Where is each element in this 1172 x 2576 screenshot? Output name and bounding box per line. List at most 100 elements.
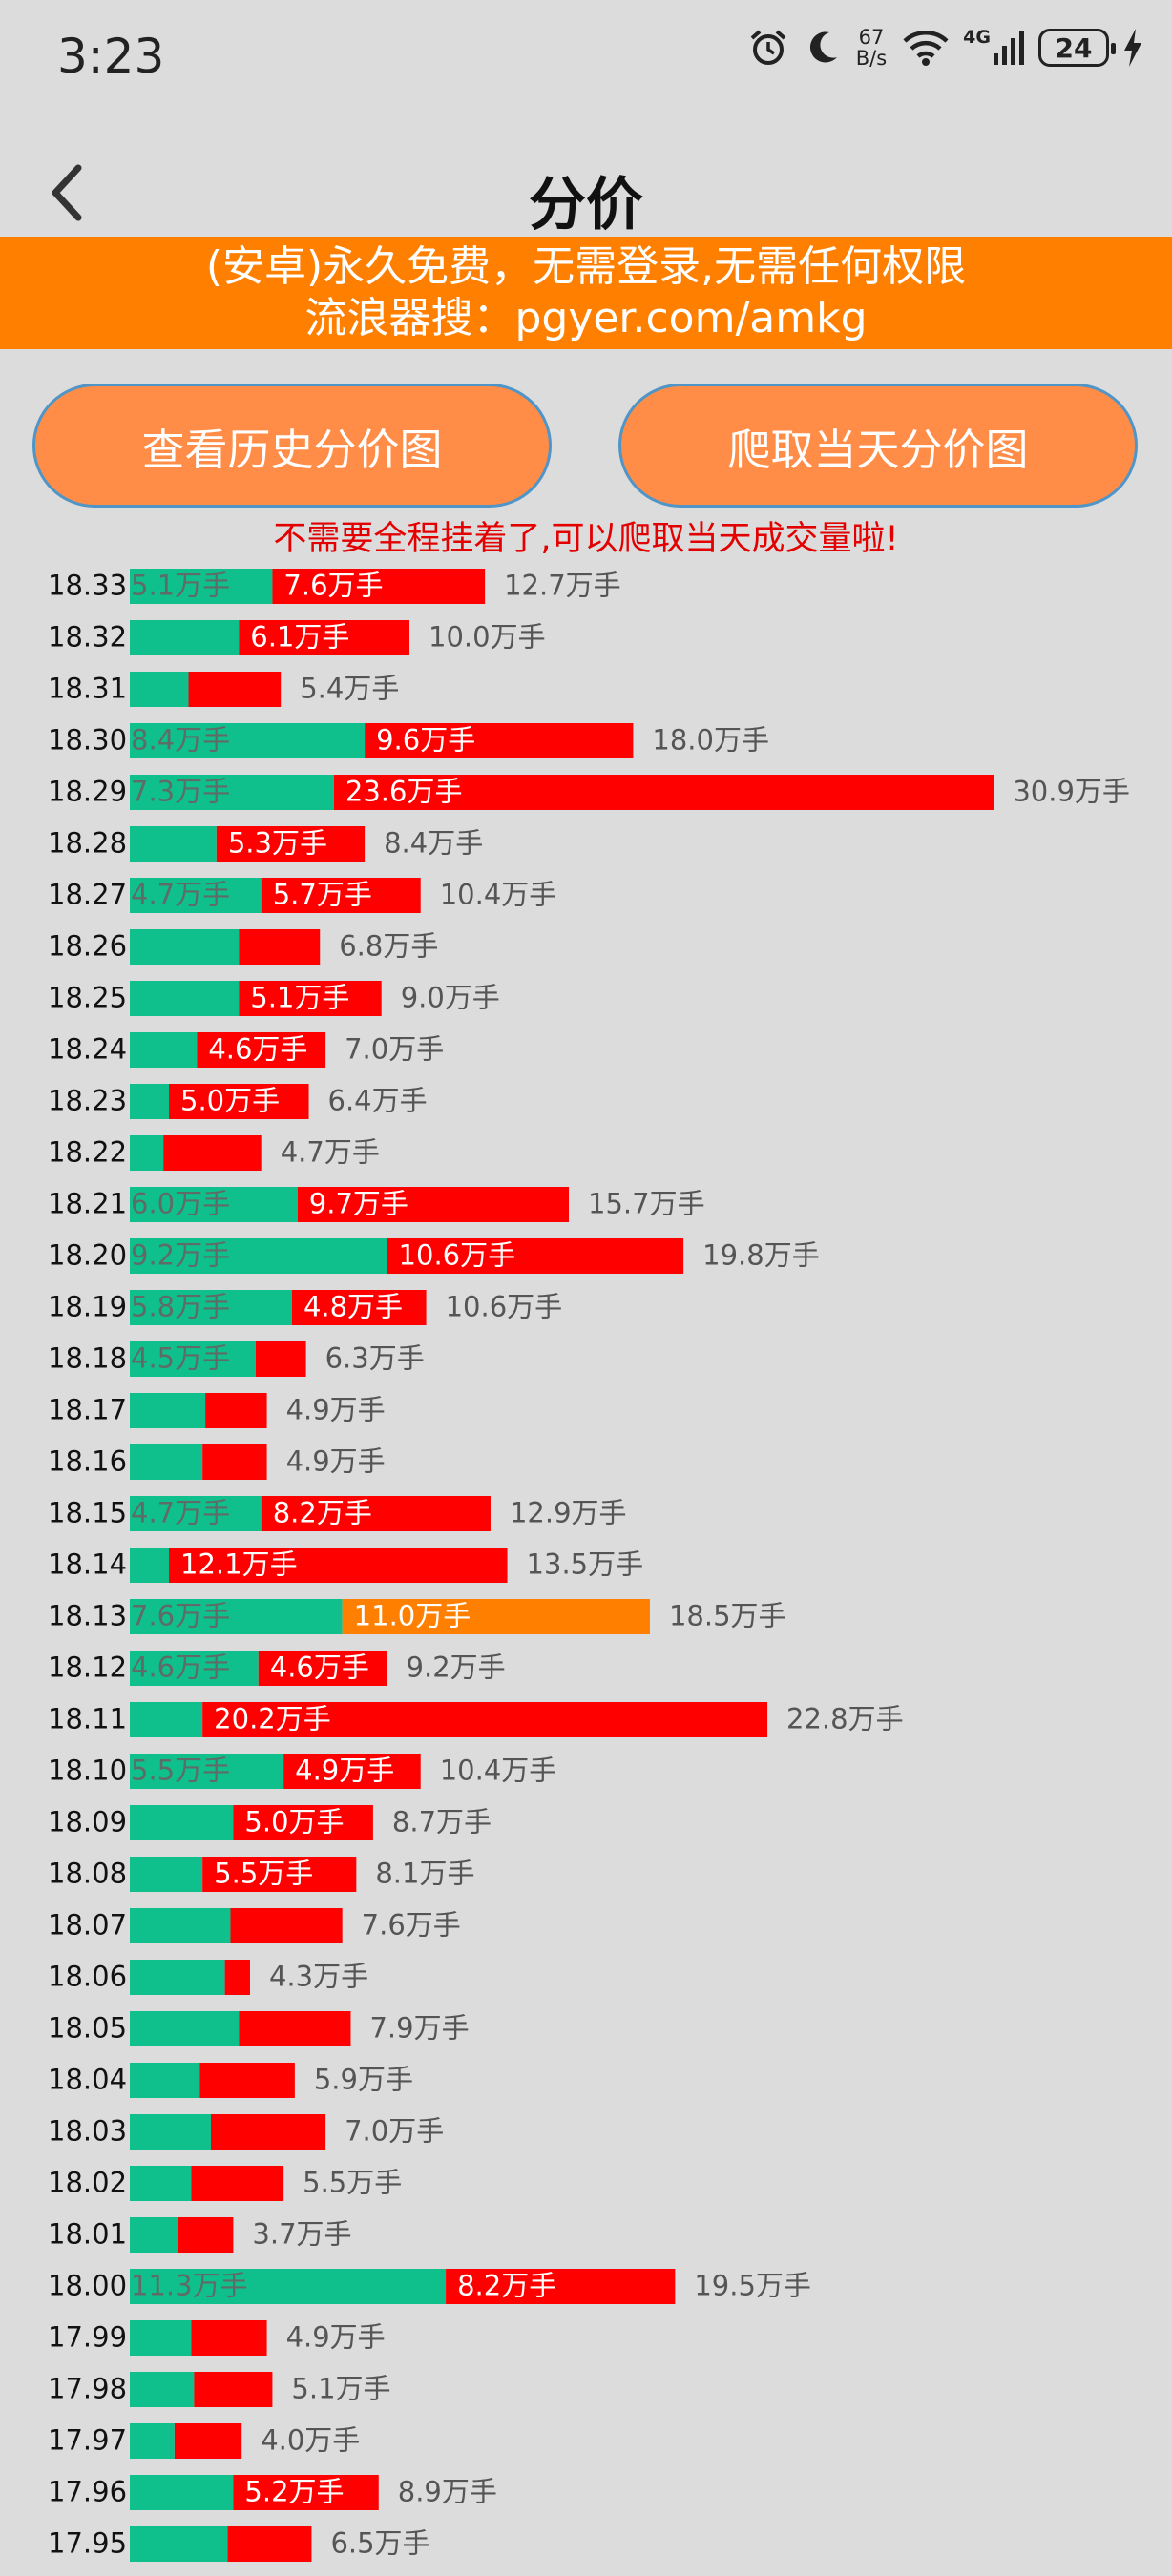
total-value-label: 4.7万手 (281, 1136, 380, 1169)
buy-bar (130, 2320, 192, 2356)
total-value-label: 10.4万手 (440, 879, 557, 911)
price-label: 17.99 (48, 2321, 127, 2354)
sell-value-label: 20.2万手 (214, 1703, 331, 1735)
total-value-label: 30.9万手 (1013, 776, 1130, 808)
sell-value-label: 4.9万手 (295, 1755, 394, 1787)
buy-bar (130, 1702, 203, 1737)
sell-bar (210, 2114, 326, 2150)
sell-value-label: 8.2万手 (273, 1497, 372, 1529)
buy-value-label: 4.7万手 (131, 879, 230, 911)
total-value-label: 19.5万手 (694, 2270, 811, 2302)
buy-bar (130, 1032, 198, 1068)
buy-value-label: 4.7万手 (131, 1497, 230, 1529)
total-value-label: 8.7万手 (392, 1806, 492, 1839)
buy-bar (130, 1341, 256, 1377)
buy-bar (130, 826, 217, 862)
sell-bar (216, 826, 366, 862)
crawl-today-price-chart-button[interactable]: 爬取当天分价图 (618, 384, 1138, 508)
sell-bar (261, 1496, 491, 1531)
signal-icon: 4G (963, 29, 1025, 67)
buy-bar (130, 1135, 164, 1171)
buy-value-label: 7.6万手 (131, 1600, 230, 1632)
price-label: 17.95 (48, 2527, 127, 2560)
buy-value-label: 5.1万手 (131, 570, 230, 602)
wifi-icon (902, 29, 950, 67)
price-label: 18.05 (48, 2012, 127, 2045)
sell-bar (202, 1444, 267, 1480)
total-value-label: 13.5万手 (527, 1548, 644, 1581)
charging-icon (1122, 28, 1143, 68)
buy-bar (130, 672, 189, 707)
sell-value-label: 5.3万手 (228, 827, 327, 860)
sell-bar (197, 1032, 326, 1068)
sell-bar (202, 1857, 357, 1892)
buy-bar (130, 2423, 175, 2459)
buy-bar (130, 1238, 387, 1274)
total-value-label: 12.7万手 (504, 570, 621, 602)
price-label: 17.97 (48, 2424, 127, 2457)
sell-value-label: 9.7万手 (309, 1188, 408, 1220)
buy-bar (130, 1754, 284, 1789)
buy-bar (130, 981, 240, 1016)
price-label: 18.12 (48, 1652, 127, 1684)
total-value-label: 9.0万手 (401, 982, 500, 1014)
total-value-label: 18.5万手 (669, 1600, 786, 1632)
buy-bar (130, 1651, 259, 1686)
price-label: 18.24 (48, 1033, 127, 1066)
buy-bar (130, 2114, 211, 2150)
sell-value-label: 5.1万手 (250, 982, 349, 1014)
buy-bar (130, 1290, 292, 1325)
total-value-label: 4.9万手 (286, 1394, 386, 1426)
sell-bar (258, 1651, 387, 1686)
sell-bar (239, 981, 382, 1016)
buy-value-label: 9.2万手 (131, 1239, 230, 1272)
price-label: 18.10 (48, 1755, 127, 1787)
total-value-label: 7.6万手 (362, 1909, 461, 1942)
sell-bar (365, 723, 634, 758)
sell-value-label: 23.6万手 (345, 776, 463, 808)
sell-bar (297, 1187, 570, 1222)
buy-bar (130, 1599, 343, 1634)
sell-value-label: 8.2万手 (457, 2270, 556, 2302)
price-label: 18.28 (48, 827, 127, 860)
history-price-chart-button[interactable]: 查看历史分价图 (32, 384, 552, 508)
total-value-label: 15.7万手 (588, 1188, 705, 1220)
sell-bar (239, 2011, 351, 2046)
sell-bar (342, 1599, 650, 1634)
buy-bar (130, 1908, 231, 1943)
sell-bar (239, 620, 409, 655)
total-value-label: 4.9万手 (286, 1445, 386, 1478)
buy-bar (130, 1444, 203, 1480)
sell-bar (255, 1341, 306, 1377)
total-value-label: 10.0万手 (429, 621, 546, 654)
buy-bar (130, 929, 240, 965)
buy-bar (130, 1857, 203, 1892)
status-time: 3:23 (57, 29, 165, 84)
battery-level: 24 (1055, 31, 1093, 64)
sell-value-label: 5.2万手 (244, 2476, 344, 2508)
buy-bar (130, 1805, 234, 1840)
price-label: 18.16 (48, 1445, 127, 1478)
sell-bar (163, 1135, 262, 1171)
battery-tip (1111, 43, 1116, 54)
price-label: 18.27 (48, 879, 127, 911)
status-bar: 3:23 67 B/s 4G 24 (0, 0, 1172, 119)
sell-bar (446, 2269, 676, 2304)
buy-bar (130, 1496, 262, 1531)
back-button[interactable] (29, 155, 105, 231)
net-speed-unit: B/s (855, 47, 888, 70)
sell-bar (169, 1084, 309, 1119)
notice-text: 不需要全程挂着了,可以爬取当天成交量啦! (273, 520, 899, 558)
total-value-label: 5.4万手 (300, 673, 399, 705)
buy-value-label: 4.6万手 (131, 1652, 230, 1684)
price-label: 18.11 (48, 1703, 127, 1735)
sell-value-label: 4.8万手 (303, 1291, 403, 1323)
buy-bar (130, 775, 334, 810)
buy-bar (130, 2063, 200, 2098)
buy-bar (130, 569, 273, 604)
buy-bar (130, 1548, 170, 1583)
sell-value-label: 4.6万手 (270, 1652, 369, 1684)
buy-bar (130, 723, 366, 758)
price-label: 18.14 (48, 1548, 127, 1581)
